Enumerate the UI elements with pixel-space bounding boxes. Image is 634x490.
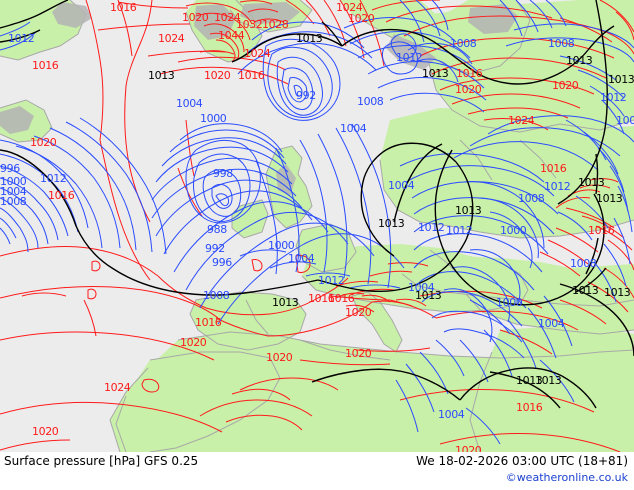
isobar-label: 1004 bbox=[176, 97, 203, 110]
isobar-label: 1020 bbox=[455, 83, 482, 96]
isobar-label: 1008 bbox=[570, 257, 597, 270]
isobar-label: 1008 bbox=[548, 37, 575, 50]
isobar-label: 1016 bbox=[540, 162, 567, 175]
isobar-label: 1016 bbox=[110, 1, 137, 14]
isobar-label: 1020 bbox=[345, 347, 372, 360]
isobar-label: 1013 bbox=[516, 374, 543, 387]
isobar-label: 1012 bbox=[318, 274, 345, 287]
isobar-label: 1004 bbox=[0, 185, 27, 198]
isobar-label: 1004 bbox=[438, 408, 465, 421]
terrain-layer bbox=[0, 2, 518, 196]
isobar-label: 1013 bbox=[572, 284, 599, 297]
isobar-label: 1008 bbox=[203, 289, 230, 302]
isobar-label: 1008 bbox=[616, 114, 634, 127]
footer-title: Surface pressure [hPa] GFS 0.25 bbox=[4, 454, 199, 468]
isobar-label: 1004 bbox=[288, 252, 315, 265]
isobar-label: 1008 bbox=[518, 192, 545, 205]
map-footer: Surface pressure [hPa] GFS 0.25 We 18-02… bbox=[0, 452, 634, 490]
isobar-label: 1013 bbox=[148, 69, 175, 82]
isobar-label: 1024 bbox=[336, 1, 363, 14]
isobar-label: 1004 bbox=[388, 179, 415, 192]
isobar-label: 1000 bbox=[0, 175, 27, 188]
footer-copyright[interactable]: ©weatheronline.co.uk bbox=[505, 471, 628, 484]
isobar-label: 1024 bbox=[508, 114, 535, 127]
isobar-label: 1012 bbox=[40, 172, 67, 185]
map-canvas bbox=[0, 0, 634, 452]
isobar-label: 1012 bbox=[8, 32, 35, 45]
isobar-label: 1016 bbox=[328, 292, 355, 305]
isobar-label: 1020 bbox=[182, 11, 209, 24]
isobar-label: 1012 bbox=[446, 224, 473, 237]
isobar-label: 1028 bbox=[262, 18, 289, 31]
isobar-label: 1013 bbox=[415, 289, 442, 302]
isobar-label: 1024 bbox=[214, 11, 241, 24]
isobar-label: 988 bbox=[207, 223, 227, 236]
isobar-label: 1013 bbox=[566, 54, 593, 67]
isobar-label: 1004 bbox=[340, 122, 367, 135]
isobar-label: 1020 bbox=[345, 306, 372, 319]
isobar-label: 1016 bbox=[516, 401, 543, 414]
isobar-label: 996 bbox=[212, 256, 232, 269]
isobar-label: 1020 bbox=[180, 336, 207, 349]
isobar-label: 1008 bbox=[0, 195, 27, 208]
isobar-label: 1020 bbox=[32, 425, 59, 438]
isobar-label: 1004 bbox=[538, 317, 565, 330]
isobar-label: 1016 bbox=[308, 292, 335, 305]
isobar-label: 1012 bbox=[600, 91, 627, 104]
footer-datetime: We 18-02-2026 03:00 UTC (18+81) bbox=[416, 454, 628, 468]
isobar-label: 1032 bbox=[236, 18, 263, 31]
isobar-label: 1044 bbox=[218, 29, 245, 42]
low-pressure-isobars bbox=[0, 0, 634, 445]
isobar-label: 1020 bbox=[30, 136, 57, 149]
isobar-label: 1020 bbox=[455, 444, 482, 452]
isobar-label: 1020 bbox=[552, 79, 579, 92]
isobar-label: 1016 bbox=[48, 189, 75, 202]
isobar-label: 1013 bbox=[578, 176, 605, 189]
isobar-label: 1016 bbox=[195, 316, 222, 329]
isobar-label: 1024 bbox=[158, 32, 185, 45]
isobar-label: 1013 bbox=[296, 32, 323, 45]
isobar-label: 1013 bbox=[455, 204, 482, 217]
isobar-label: 1012 bbox=[418, 221, 445, 234]
isobar-label: 1000 bbox=[268, 239, 295, 252]
isobar-label: 1020 bbox=[266, 351, 293, 364]
isobar-label: 1008 bbox=[357, 95, 384, 108]
isobar-label: 1013 bbox=[378, 217, 405, 230]
isobar-label: 1008 bbox=[450, 37, 477, 50]
isobar-label: 1000 bbox=[500, 224, 527, 237]
isobar-label: 1012 bbox=[544, 180, 571, 193]
isobar-label: 1013 bbox=[596, 192, 623, 205]
isobar-label: 992 bbox=[205, 242, 225, 255]
isobar-label: 1016 bbox=[588, 224, 615, 237]
isobar-label: 1000 bbox=[200, 112, 227, 125]
isobar-label: 1013 bbox=[422, 67, 449, 80]
isobar-label: 992 bbox=[296, 89, 316, 102]
reference-isobar-1013 bbox=[0, 0, 634, 409]
isobar-label: 1020 bbox=[348, 12, 375, 25]
isobar-label: 1016 bbox=[238, 69, 265, 82]
isobar-label: 1024 bbox=[244, 47, 271, 60]
isobar-label: 1024 bbox=[104, 381, 131, 394]
isobar-label: 1016 bbox=[456, 67, 483, 80]
isobar-label: 1013 bbox=[272, 296, 299, 309]
high-pressure-isobars bbox=[0, 0, 634, 452]
isobar-label: 1013 bbox=[604, 286, 631, 299]
isobar-label: 1013 bbox=[535, 374, 562, 387]
isobar-label: 996 bbox=[0, 162, 20, 175]
isobar-label: 1020 bbox=[204, 69, 231, 82]
isobar-label: 1000 bbox=[496, 296, 523, 309]
isobar-label: 1012 bbox=[396, 51, 423, 64]
isobar-label: 1013 bbox=[608, 73, 634, 86]
isobar-label: 1016 bbox=[32, 59, 59, 72]
surface-pressure-map[interactable]: 1012 1016 1016 1020 1020 1024 1024 1032 1028 1044… bbox=[0, 0, 634, 452]
isobar-label: 998 bbox=[213, 167, 233, 180]
isobar-label: 1004 bbox=[408, 281, 435, 294]
